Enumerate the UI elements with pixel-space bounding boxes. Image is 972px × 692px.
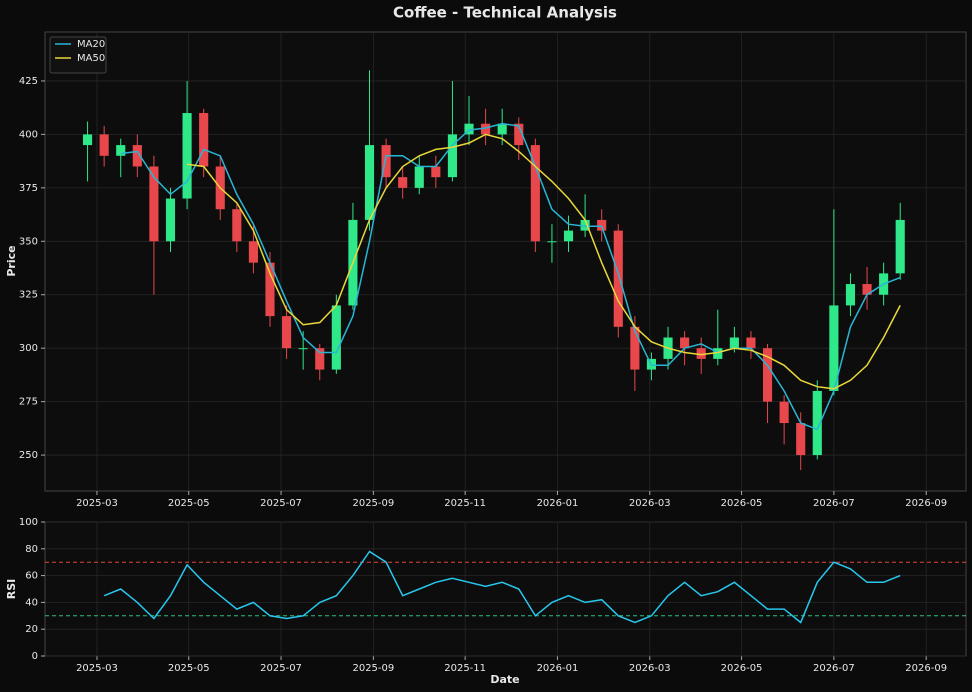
y-tick-label: 100 (19, 517, 38, 528)
candle-body (796, 423, 806, 456)
legend: MA20 MA50 (49, 36, 107, 74)
candle-body (481, 123, 491, 135)
y-tick-label: 20 (25, 624, 38, 635)
candle-body (381, 145, 391, 178)
candle-body (315, 348, 325, 370)
y-tick-label: 0 (32, 651, 38, 662)
candle-body (497, 123, 507, 135)
candle-body (696, 348, 706, 359)
candle-body (713, 348, 723, 359)
candle-body (182, 113, 192, 199)
x-tick-label: 2025-07 (260, 498, 302, 509)
candle-body (431, 166, 441, 178)
line-series (120, 122, 901, 431)
candle-body (812, 390, 822, 456)
candle-body (829, 305, 839, 391)
y-tick-label: 250 (19, 450, 38, 461)
candle-body (447, 134, 457, 178)
candle-body (514, 123, 524, 146)
candle-body (613, 230, 623, 327)
candle-body (580, 219, 590, 231)
x-tick-label: 2025-09 (352, 498, 394, 509)
x-tick-label: 2026-05 (721, 498, 763, 509)
x-axis-label: Date (490, 673, 519, 686)
candle-body (265, 262, 275, 317)
candle-body (547, 241, 557, 243)
candle-body (331, 305, 341, 370)
candle-body (232, 209, 242, 242)
candle-body (99, 134, 109, 156)
y-tick-label: 400 (19, 129, 38, 140)
x-tick-label: 2026-09 (905, 498, 947, 509)
candle-body (845, 284, 856, 306)
chart-title: Coffee - Technical Analysis (393, 4, 617, 22)
x-tick-label: 2025-03 (76, 498, 118, 509)
y-tick-label: 60 (25, 571, 38, 582)
plot-area (44, 31, 967, 492)
candle-body (597, 219, 607, 231)
candle-body (132, 145, 142, 167)
candle-body (165, 198, 176, 242)
x-tick-label: 2026-01 (537, 498, 579, 509)
candle-body (530, 145, 540, 242)
candle-body (282, 316, 292, 349)
y-tick-label: 40 (25, 597, 38, 608)
x-tick-label: 2026-07 (813, 663, 855, 674)
candle-body (298, 348, 308, 350)
x-tick-label: 2025-11 (444, 498, 486, 509)
y-tick-label: 300 (19, 343, 38, 354)
x-tick-label: 2025-03 (76, 663, 118, 674)
candle-body (563, 230, 574, 242)
candle-body (762, 348, 773, 402)
line-series (103, 550, 901, 624)
candle-body (248, 241, 258, 263)
candle-body (862, 284, 872, 295)
candle-body (630, 326, 640, 370)
x-tick-label: 2026-05 (721, 663, 763, 674)
candle-body (746, 337, 756, 349)
y-tick-label: 425 (19, 76, 38, 87)
x-tick-label: 2025-05 (168, 498, 210, 509)
candle-body (729, 337, 739, 349)
candle-body (199, 113, 209, 167)
candle-body (779, 401, 789, 424)
x-tick-label: 2026-03 (629, 498, 671, 509)
y-tick-label: 350 (19, 236, 38, 247)
x-tick-label: 2025-11 (444, 663, 486, 674)
line-series (187, 133, 901, 390)
candle-body (398, 177, 408, 188)
y-tick-label: 80 (25, 544, 38, 555)
candle-body (680, 337, 690, 349)
candle-body (149, 166, 159, 242)
y-axis-label: Price (5, 245, 18, 276)
candle-body (464, 123, 474, 135)
y-axis-label: RSI (5, 579, 18, 600)
candle-body (116, 145, 126, 156)
x-tick-label: 2025-05 (168, 663, 210, 674)
x-tick-label: 2026-09 (905, 663, 947, 674)
candle-body (895, 219, 905, 274)
candle-body (364, 145, 375, 220)
y-tick-label: 275 (19, 397, 38, 408)
x-tick-label: 2026-03 (629, 663, 671, 674)
y-tick-label: 325 (19, 290, 38, 301)
plot-area (44, 521, 967, 657)
legend-label: MA50 (77, 53, 105, 64)
x-tick-label: 2025-07 (260, 663, 302, 674)
x-tick-label: 2026-01 (537, 663, 579, 674)
candle-body (414, 166, 424, 188)
x-tick-label: 2026-07 (813, 498, 855, 509)
legend-box (49, 36, 107, 74)
candle-body (83, 134, 93, 146)
x-tick-label: 2025-09 (352, 663, 394, 674)
y-tick-label: 375 (19, 183, 38, 194)
legend-label: MA20 (77, 39, 105, 50)
